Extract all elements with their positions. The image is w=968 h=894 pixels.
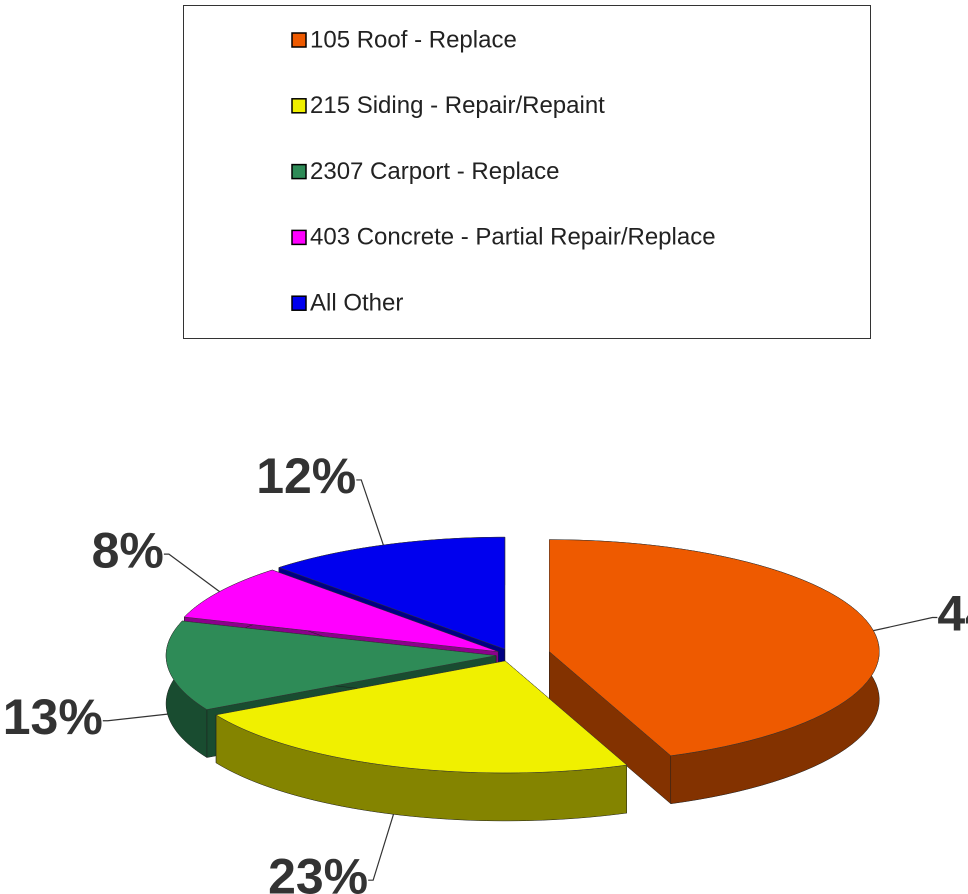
data-label: 13% <box>3 689 103 745</box>
legend-label: All Other <box>310 290 403 317</box>
legend-swatch <box>291 295 307 311</box>
slice-top <box>549 539 880 757</box>
leader-line <box>356 479 384 546</box>
slice-top <box>165 620 497 710</box>
leader-line <box>102 713 168 722</box>
legend-label: 105 Roof - Replace <box>310 26 517 53</box>
data-label: 44% <box>937 586 968 642</box>
slice-top <box>215 660 628 774</box>
pie-slice <box>549 539 880 805</box>
slice-top <box>183 569 499 652</box>
legend-swatch <box>291 229 307 246</box>
legend-label: 2307 Carport - Replace <box>310 158 559 185</box>
leader-line <box>368 814 395 881</box>
data-label: 8% <box>92 522 164 578</box>
legend-label: 215 Siding - Repair/Repaint <box>310 92 605 119</box>
pie-slice <box>215 660 628 822</box>
legend-swatch <box>291 163 307 180</box>
data-label: 23% <box>268 848 368 894</box>
leader-line <box>873 616 938 632</box>
legend-swatch <box>291 32 307 48</box>
legend-swatch <box>291 98 307 114</box>
leader-line <box>163 553 220 593</box>
data-label: 12% <box>256 448 356 504</box>
legend-label: 403 Concrete - Partial Repair/Replace <box>310 224 716 251</box>
